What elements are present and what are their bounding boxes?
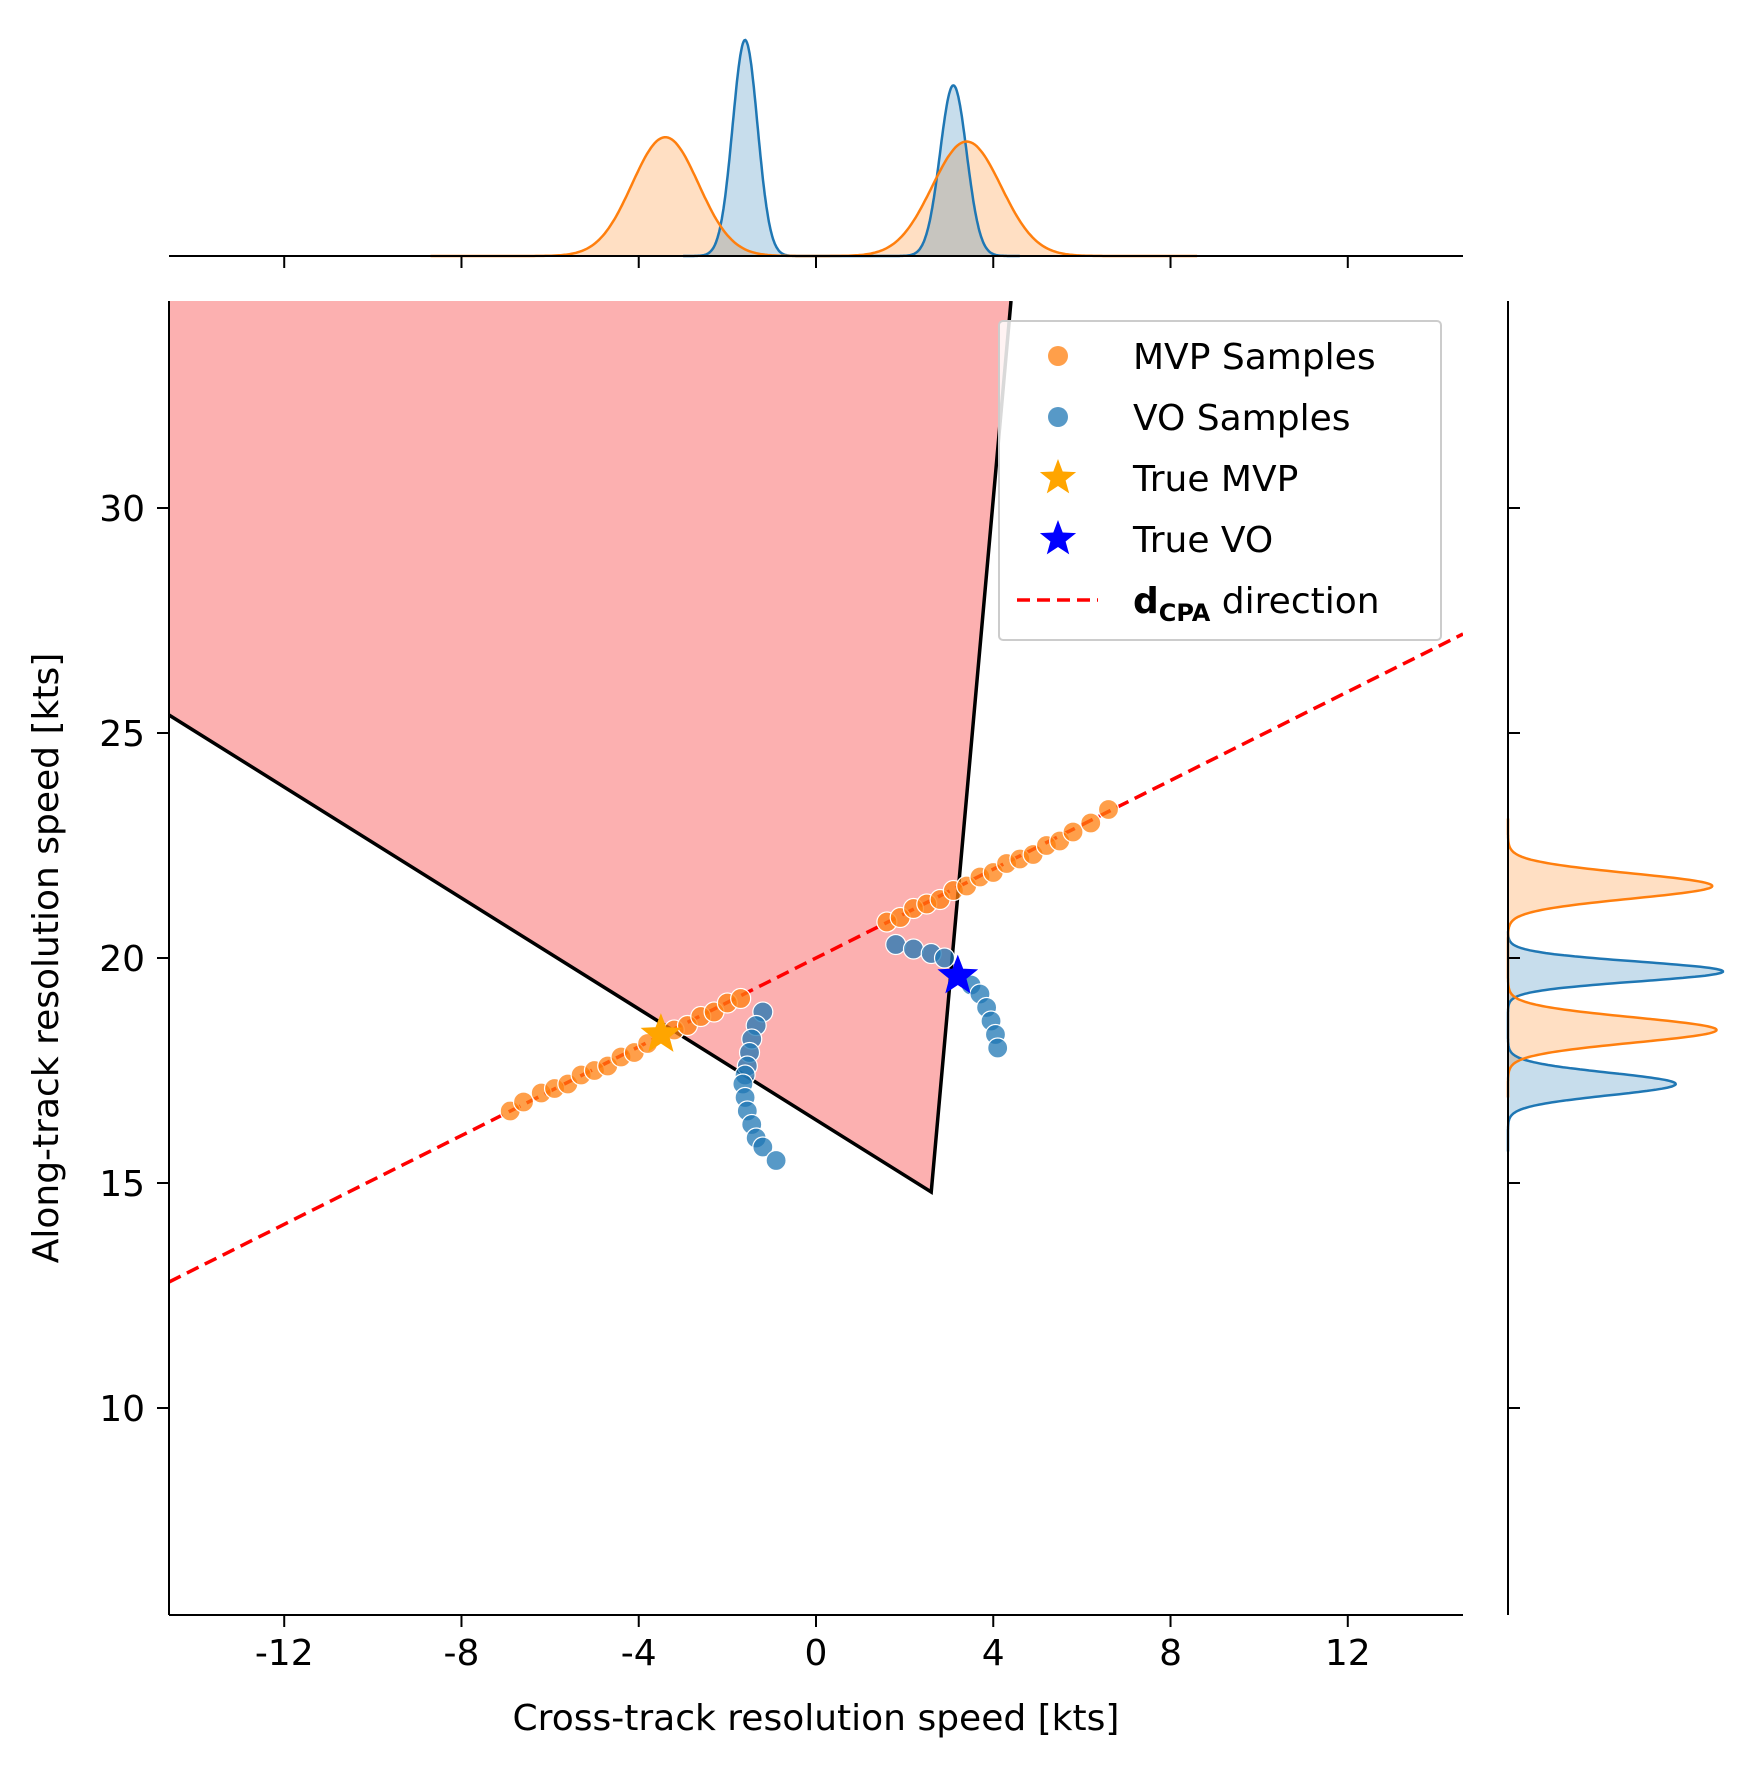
legend-dcpa-label: dCPA direction [1133,581,1380,627]
legend-vo-samples-marker [1048,407,1068,427]
mvp-sample-point [1062,821,1084,843]
y-tick-label: 30 [99,489,145,530]
velocity-obstacle-boundary [169,301,1013,1195]
right-mvp-density-fill [1508,818,1717,1098]
y-tick-label: 10 [99,1389,145,1430]
mvp-sample-point [1080,812,1102,834]
mvp-sample-point [730,987,752,1010]
legend-true-vo-label: True VO [1132,520,1273,561]
dcpa-direction-line [169,632,1463,1284]
legend-vo-samples-label: VO Samples [1133,398,1351,439]
y-tick-label: 25 [99,714,145,755]
x-tick-label: -8 [444,1633,480,1674]
top-mvp-density-line [430,135,1198,258]
main-plot-area [169,301,1463,1284]
vo-samples-series [732,933,1009,1172]
legend-true-vo-marker [1039,520,1077,555]
top-mvp-density-fill [430,137,1198,256]
x-tick-label: -12 [255,1633,314,1674]
x-tick-label: 12 [1325,1633,1371,1674]
mvp-sample-point [1097,798,1120,821]
y-axis-ticks: 10 15 20 25 30 [99,489,169,1430]
y-tick-label: 15 [99,1164,145,1205]
legend-frame [998,320,1442,641]
right-vo-density-fill [1508,931,1723,1152]
vo-sample-point [902,938,925,960]
true-vo-marker [937,954,979,994]
legend-true-mvp-marker [1039,459,1077,494]
true-mvp-marker [640,1013,682,1052]
mvp-sample-point [512,1091,535,1113]
vo-sample-point [885,933,907,956]
legend-true-mvp-label: True MVP [1132,459,1298,500]
legend: MVP Samples VO Samples True MVP True VO … [998,320,1442,641]
x-axis-label: Cross-track resolution speed [kts] [513,1698,1120,1739]
top-marginal-kde [169,38,1463,268]
velocity-obstacle-region [169,301,1011,1192]
right-marginal-kde [1506,301,1725,1615]
x-tick-label: 4 [982,1633,1005,1674]
x-tick-label: 0 [805,1633,828,1674]
top-marginal-ticks [283,256,1349,268]
x-axis-ticks: -12 -8 -4 0 4 8 12 [255,1615,1371,1674]
right-marginal-ticks [1508,507,1520,1409]
vo-sample-point [933,947,956,969]
y-axis-label: Along-track resolution speed [kts] [26,653,67,1264]
vo-sample-point [987,1037,1009,1059]
x-tick-label: 8 [1159,1633,1182,1674]
legend-mvp-samples-label: MVP Samples [1133,337,1376,378]
vo-sample-point [765,1149,787,1172]
legend-mvp-samples-marker [1048,346,1068,366]
y-tick-label: 20 [99,939,145,980]
top-vo-density-fill [683,40,1020,256]
vo-sample-point [752,1136,774,1158]
x-tick-label: -4 [621,1633,657,1674]
mvp-samples-series [499,798,1120,1122]
